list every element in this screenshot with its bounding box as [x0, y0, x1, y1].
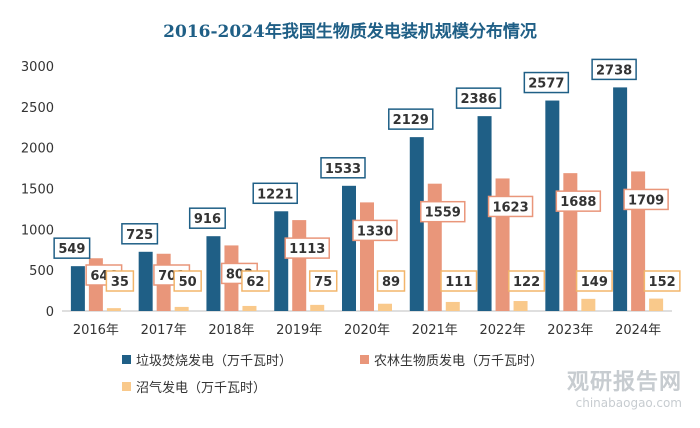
data-label-s2-4: 89 [382, 275, 400, 290]
y-tick-label-1: 500 [29, 264, 54, 279]
chart-title: 2016-2024年我国生物质发电装机规模分布情况 [163, 21, 537, 42]
bar-s0-0 [70, 266, 85, 311]
data-label-s0-8: 2738 [596, 63, 632, 78]
data-label-s2-0: 35 [111, 275, 129, 290]
data-label-box-s0-4 [320, 157, 366, 179]
watermark-main: 观研报告网 [566, 370, 682, 395]
data-label-box-s2-8 [643, 270, 681, 292]
data-label-box-s1-6 [487, 195, 534, 218]
data-label-s0-7: 2577 [528, 77, 564, 92]
bar-s2-5 [445, 301, 460, 311]
bar-s2-2 [242, 305, 257, 311]
legend-label-2: 沼气发电（万千瓦时） [136, 380, 266, 396]
data-label-box-s0-6 [455, 87, 502, 109]
bar-s0-3 [274, 211, 289, 311]
data-label-s0-0: 549 [58, 242, 85, 257]
data-label-s0-6: 2386 [460, 92, 496, 107]
legend-label-0: 垃圾焚烧发电（万千瓦时） [136, 353, 292, 369]
data-label-s1-7: 1688 [560, 195, 596, 210]
watermark: 观研报告网 chinabaogao.com [567, 364, 682, 410]
data-label-box-s1-8 [623, 188, 669, 211]
bar-s2-8 [649, 298, 664, 311]
x-tick-label-6: 2022年 [480, 323, 526, 338]
data-label-box-s2-7 [575, 270, 613, 292]
data-label-s1-8: 1709 [628, 193, 664, 208]
data-label-box-s1-3 [284, 237, 330, 259]
bar-s0-8 [613, 87, 628, 311]
data-label-box-s2-6 [508, 270, 546, 292]
data-label-s0-5: 2129 [393, 113, 429, 128]
data-label-box-s0-3 [252, 182, 298, 205]
data-label-s2-1: 50 [179, 275, 197, 290]
data-label-box-s2-0 [105, 270, 135, 292]
data-label-s1-6: 1623 [492, 200, 528, 215]
x-tick-label-5: 2021年 [412, 323, 458, 338]
data-label-box-s0-7 [523, 71, 570, 94]
data-label-box-s0-0 [53, 237, 91, 259]
data-label-box-s2-1 [173, 270, 202, 292]
bar-s0-4 [342, 185, 356, 311]
data-label-s1-5: 1559 [425, 206, 461, 221]
bar-s1-3 [292, 220, 307, 311]
bar-s2-7 [581, 298, 596, 311]
bar-s2-1 [174, 306, 189, 311]
data-label-box-s0-8 [591, 58, 637, 81]
bar-s2-0 [106, 308, 121, 311]
data-label-box-s1-7 [555, 190, 602, 212]
bar-s1-4 [360, 202, 374, 311]
data-label-box-s1-5 [420, 200, 466, 223]
data-label-s0-1: 725 [126, 228, 153, 243]
data-label-s0-4: 1533 [325, 162, 361, 177]
x-tick-label-4: 2020年 [344, 323, 390, 338]
x-tick-label-8: 2024年 [615, 323, 661, 338]
x-tick-label-1: 2017年 [141, 323, 187, 338]
x-tick-label-0: 2016年 [73, 323, 119, 338]
legend-swatch-1 [360, 355, 369, 364]
data-label-s0-2: 916 [194, 212, 221, 227]
y-tick-label-3: 1500 [21, 183, 54, 198]
data-label-box-s0-2 [188, 207, 226, 229]
data-label-s2-2: 62 [246, 275, 264, 290]
data-label-box-s1-4 [352, 219, 398, 242]
data-label-s2-8: 152 [649, 275, 676, 290]
y-tick-label-6: 3000 [21, 60, 54, 75]
legend-swatch-2 [122, 382, 131, 391]
legend-label-1: 农林生物质发电（万千瓦时） [374, 353, 543, 369]
data-label-box-s0-1 [121, 223, 159, 245]
data-label-s1-4: 1330 [357, 224, 393, 239]
x-tick-label-3: 2019年 [276, 323, 322, 338]
data-label-s2-7: 149 [581, 275, 608, 290]
data-label-s2-3: 75 [314, 275, 332, 290]
data-label-s2-6: 122 [513, 275, 540, 290]
y-tick-label-5: 2500 [21, 101, 54, 116]
bar-s2-3 [310, 304, 325, 311]
y-tick-label-4: 2000 [21, 142, 54, 157]
bar-s0-5 [409, 137, 424, 311]
data-label-box-s2-5 [440, 270, 478, 292]
y-tick-label-0: 0 [46, 305, 54, 320]
data-label-box-s2-3 [308, 270, 338, 292]
bar-s0-6 [477, 116, 492, 311]
bar-s0-7 [545, 100, 560, 311]
data-label-s2-5: 111 [445, 275, 472, 290]
bar-s0-2 [206, 236, 221, 311]
data-label-box-s0-5 [388, 108, 434, 130]
data-label-box-s2-2 [241, 270, 270, 292]
bar-s2-4 [378, 303, 392, 311]
y-tick-label-2: 1000 [21, 223, 54, 238]
legend-swatch-0 [122, 355, 131, 364]
bar-s2-6 [513, 301, 528, 311]
data-label-s1-3: 1113 [289, 242, 325, 257]
data-label-s0-3: 1221 [257, 187, 293, 202]
watermark-sub: chinabaogao.com [575, 396, 682, 410]
data-label-box-s2-4 [376, 270, 406, 292]
x-tick-label-7: 2023年 [547, 323, 593, 338]
bar-s0-1 [138, 251, 153, 311]
x-tick-label-2: 2018年 [208, 323, 254, 338]
